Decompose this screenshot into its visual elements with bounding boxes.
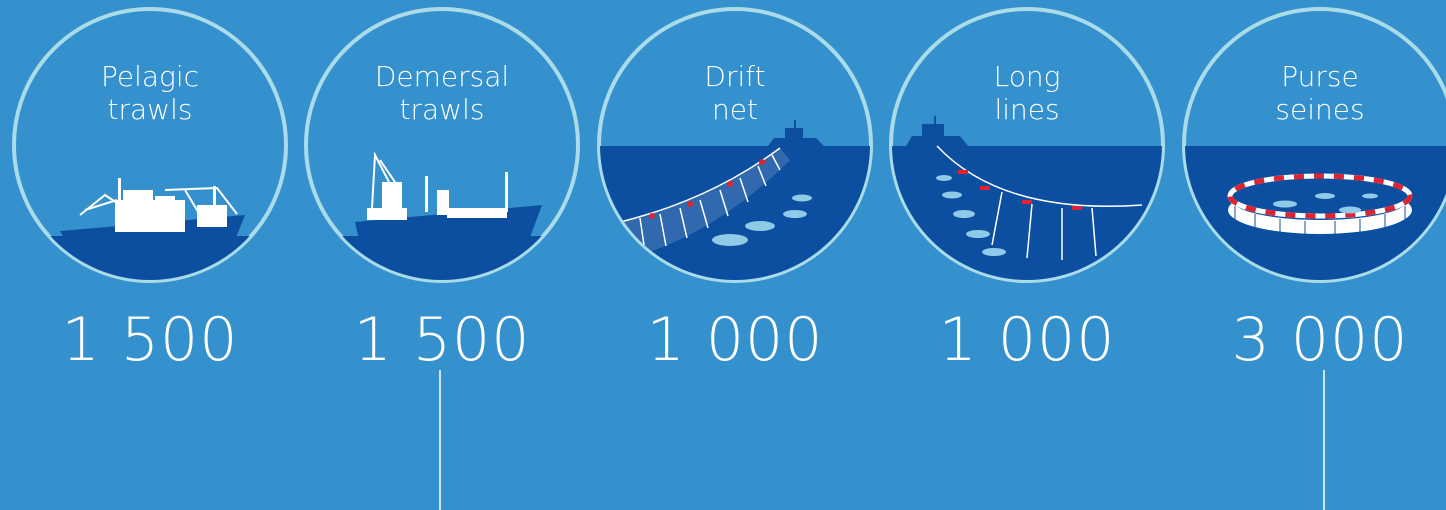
gear-label-line2: seines <box>1275 93 1365 126</box>
leader-line <box>1323 370 1325 510</box>
gear-label-line2: lines <box>994 93 1060 126</box>
demersal-trawl-icon <box>297 0 587 290</box>
gear-count: 3 000 <box>1231 305 1409 375</box>
gear-label: Drift net <box>590 60 880 126</box>
gear-label: Demersal trawls <box>297 60 587 126</box>
gear-label-line1: Drift <box>704 60 766 93</box>
gear-label-line2: trawls <box>399 93 485 126</box>
gear-item-demersal-trawls: Demersal trawls 1 500 <box>297 0 587 510</box>
gear-label: Purse seines <box>1175 60 1446 126</box>
gear-count: 1 500 <box>353 305 531 375</box>
gear-count: 1 500 <box>61 305 239 375</box>
gear-label: Long lines <box>882 60 1172 126</box>
gear-count: 1 000 <box>646 305 824 375</box>
leader-line <box>439 370 441 510</box>
gear-label-line1: Pelagic <box>100 60 200 93</box>
gear-item-long-lines: Long lines 1 000 <box>882 0 1172 510</box>
gear-label-line1: Purse <box>1281 60 1359 93</box>
gear-item-purse-seines: Purse seines 3 000 <box>1175 0 1446 510</box>
long-lines-icon <box>882 0 1172 290</box>
gear-item-drift-net: Drift net 1 000 <box>590 0 880 510</box>
gear-label: Pelagic trawls <box>5 60 295 126</box>
purse-seine-icon <box>1175 0 1446 290</box>
gear-label-line1: Demersal <box>374 60 510 93</box>
gear-label-line2: trawls <box>107 93 193 126</box>
pelagic-trawl-icon <box>5 0 295 290</box>
drift-net-icon <box>590 0 880 290</box>
gear-item-pelagic-trawls: Pelagic trawls 1 500 <box>5 0 295 510</box>
gear-count: 1 000 <box>938 305 1116 375</box>
gear-label-line2: net <box>712 93 758 126</box>
gear-label-line1: Long <box>993 60 1061 93</box>
